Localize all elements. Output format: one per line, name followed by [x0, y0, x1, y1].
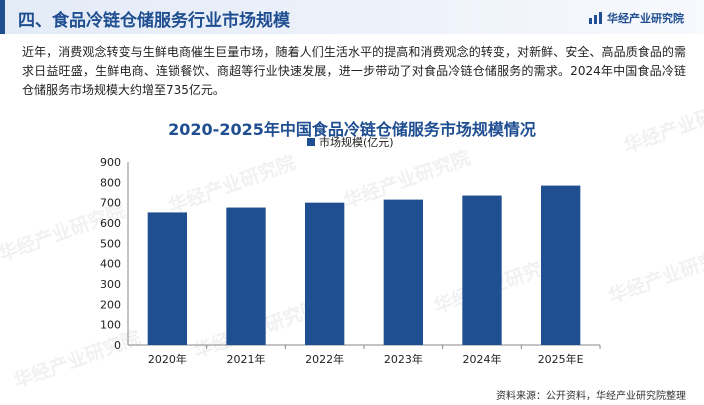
intro-paragraph: 近年，消费观念转变与生鲜电商催生巨量市场，随着人们生活水平的提高和消费观念的转变… [22, 45, 686, 97]
legend-label: 市场规模(亿元) [319, 135, 394, 149]
y-tick-label: 400 [100, 258, 121, 271]
bar [462, 195, 502, 345]
x-tick-label: 2023年 [384, 352, 423, 366]
x-tick-label: 2021年 [227, 352, 266, 366]
bar [226, 207, 266, 345]
section-header: 四、食品冷链仓储服务行业市场规模 华经产业研究院 [0, 0, 704, 34]
y-tick-label: 600 [100, 217, 121, 230]
chart-title: 2020-2025年中国食品冷链仓储服务市场规模情况 [168, 120, 536, 139]
y-tick-label: 800 [100, 176, 121, 189]
brand-bars-icon [589, 12, 602, 24]
y-tick-label: 500 [100, 237, 121, 250]
bar [383, 199, 423, 345]
source-note: 资料来源：公开资料，华经产业研究院整理 [496, 391, 686, 402]
brand-logo: 华经产业研究院 [589, 10, 684, 26]
y-tick-label: 100 [100, 319, 121, 332]
y-tick-label: 700 [100, 197, 121, 210]
bar [147, 212, 187, 345]
brand-name: 华经产业研究院 [607, 12, 684, 25]
x-tick-label: 2024年 [463, 352, 502, 366]
y-tick-label: 300 [100, 278, 121, 291]
y-tick-label: 200 [100, 298, 121, 311]
legend-swatch [307, 138, 315, 146]
section-title: 四、食品冷链仓储服务行业市场规模 [18, 11, 290, 31]
bar [541, 185, 581, 345]
x-tick-label: 2022年 [305, 352, 344, 366]
y-tick-label: 0 [114, 339, 121, 352]
x-tick-label: 2025年E [538, 352, 584, 366]
y-tick-label: 900 [100, 156, 121, 169]
header-accent-bar [0, 0, 5, 34]
x-tick-label: 2020年 [148, 352, 187, 366]
bar [305, 202, 345, 345]
